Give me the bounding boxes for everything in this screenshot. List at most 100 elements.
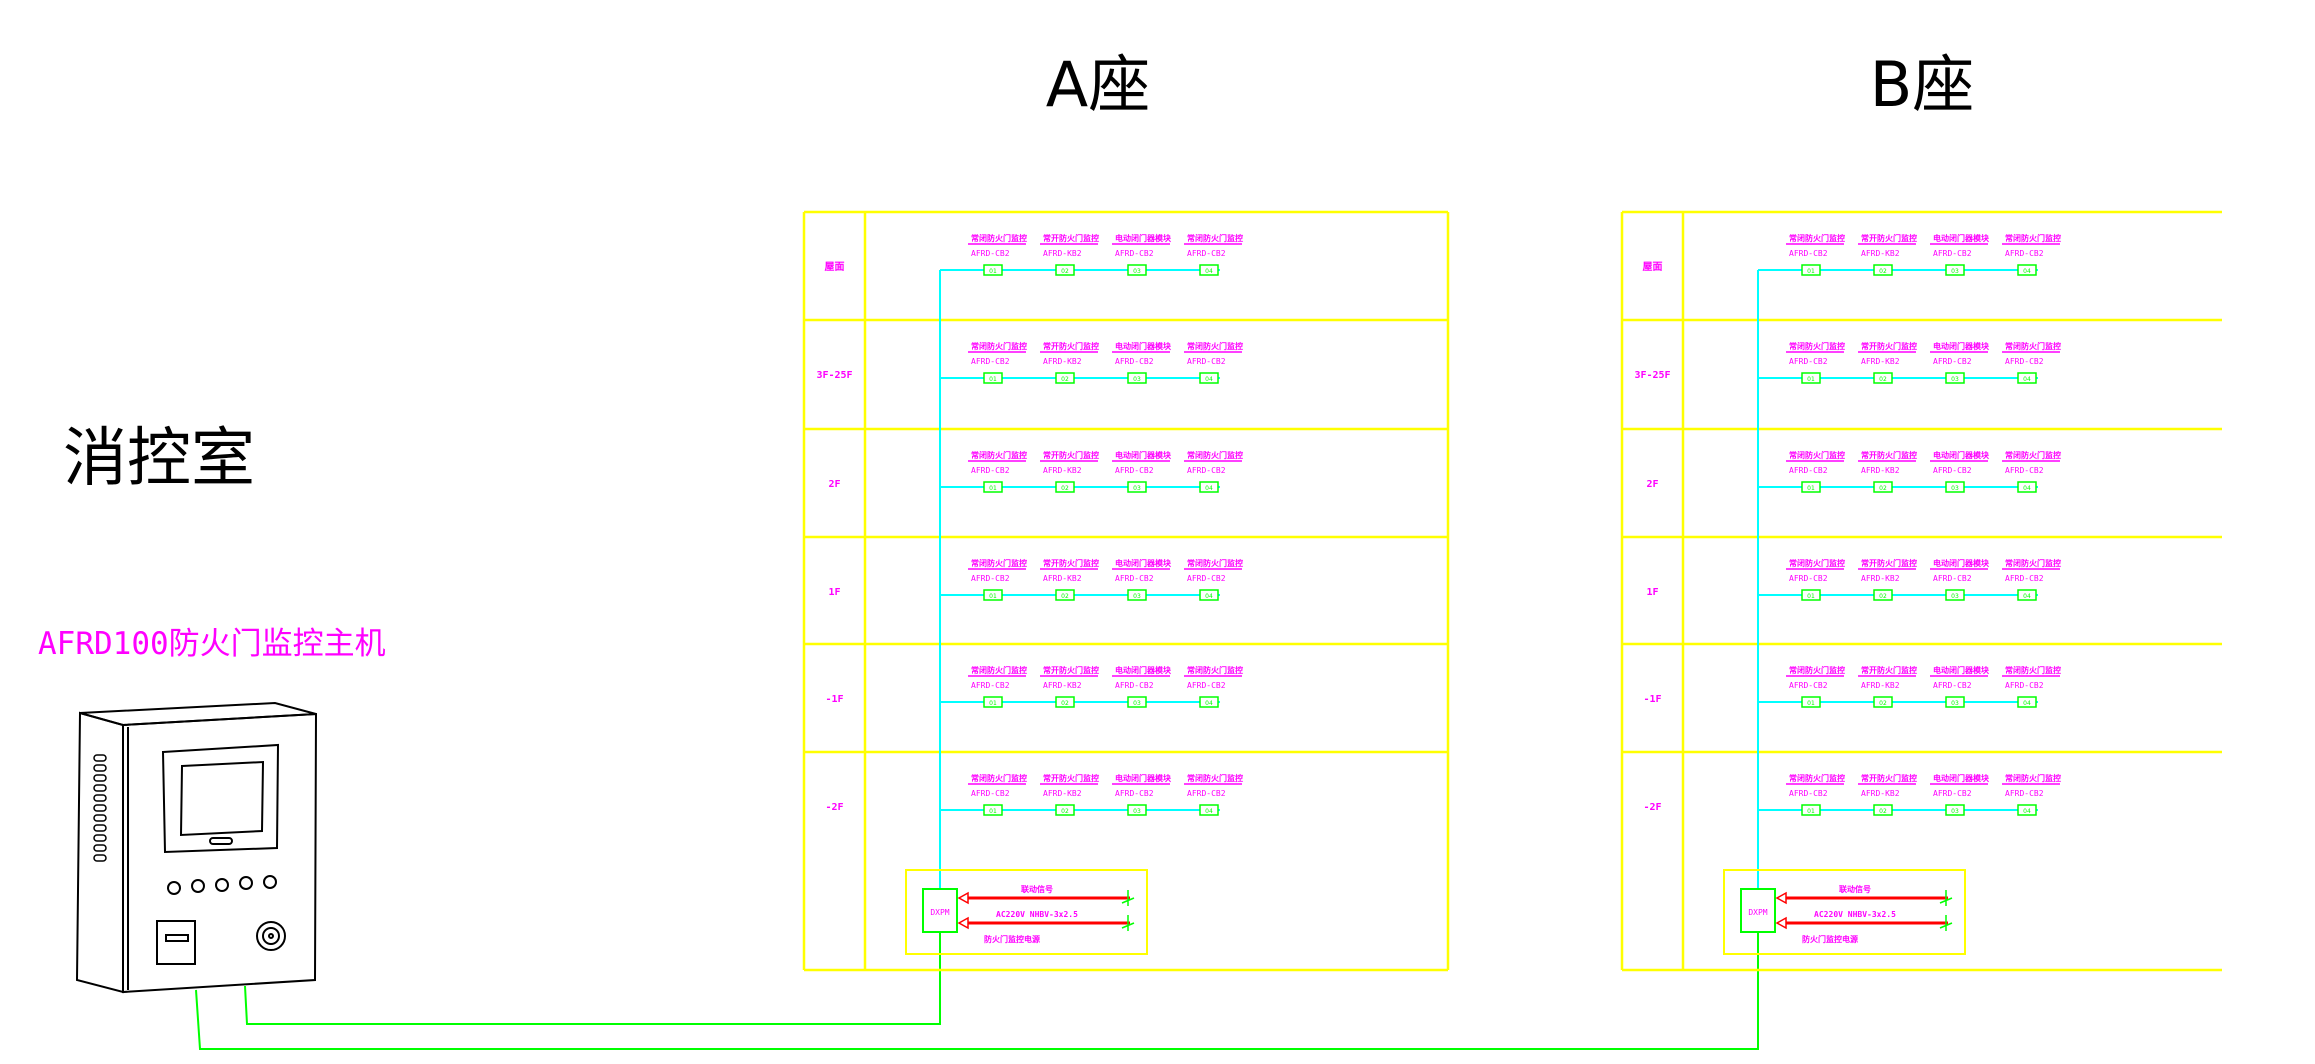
module-model: AFRD-CB2 bbox=[2005, 357, 2044, 366]
door-monitor-module: 常闭防火门监控 AFRD-CB2 04 bbox=[1184, 341, 1243, 384]
module-box bbox=[1199, 696, 1219, 708]
module-name: 常开防火门监控 bbox=[1861, 233, 1917, 243]
module-code: 03 bbox=[1951, 485, 1959, 492]
module-name: 常闭防火门监控 bbox=[2005, 773, 2061, 783]
module-code: 03 bbox=[1133, 268, 1141, 275]
module-name: 常闭防火门监控 bbox=[971, 773, 1027, 783]
monitoring-host-cabinet bbox=[75, 701, 318, 994]
module-code: 02 bbox=[1061, 593, 1069, 600]
module-model: AFRD-CB2 bbox=[1115, 466, 1154, 475]
module-box bbox=[1127, 696, 1147, 708]
module-model: AFRD-CB2 bbox=[1115, 249, 1154, 258]
module-model: AFRD-KB2 bbox=[1043, 574, 1082, 583]
module-box bbox=[1801, 264, 1821, 276]
module-model: AFRD-CB2 bbox=[1789, 789, 1828, 798]
power-module-box bbox=[1740, 888, 1776, 933]
module-model: AFRD-CB2 bbox=[1115, 357, 1154, 366]
module-box bbox=[1055, 589, 1075, 601]
module-code: 02 bbox=[1061, 485, 1069, 492]
control-room-label: 消控室 bbox=[63, 422, 255, 496]
module-model: AFRD-CB2 bbox=[1789, 357, 1828, 366]
module-name: 常闭防火门监控 bbox=[971, 558, 1027, 568]
building-a-riser: 屋面常闭防火门监控AFRD-CB201常开防火门监控AFRD-KB202电动闭门… bbox=[802, 210, 1450, 972]
module-name: 常开防火门监控 bbox=[1043, 665, 1099, 675]
power-section-frame bbox=[1723, 869, 1966, 955]
module-model: AFRD-CB2 bbox=[971, 357, 1010, 366]
door-monitor-module: 常闭防火门监控 AFRD-CB2 01 bbox=[1786, 233, 1845, 276]
module-code: 01 bbox=[989, 808, 997, 815]
module-box bbox=[983, 264, 1003, 276]
module-name: 常闭防火门监控 bbox=[2005, 450, 2061, 460]
module-code: 02 bbox=[1061, 376, 1069, 383]
printer-slot bbox=[156, 920, 196, 965]
door-monitor-module: 常闭防火门监控 AFRD-CB2 01 bbox=[1786, 773, 1845, 816]
floor-label: 3F-25F bbox=[816, 370, 852, 381]
module-model: AFRD-CB2 bbox=[1187, 681, 1226, 690]
module-code: 02 bbox=[1061, 700, 1069, 707]
printer-paper bbox=[165, 934, 189, 942]
module-name: 电动闭门器模块 bbox=[1115, 558, 1172, 568]
building-b-title: B座 bbox=[1870, 48, 1975, 121]
module-model: AFRD-CB2 bbox=[1187, 466, 1226, 475]
module-name: 常开防火门监控 bbox=[1043, 558, 1099, 568]
module-code: 01 bbox=[1807, 268, 1815, 275]
module-model: AFRD-CB2 bbox=[1115, 789, 1154, 798]
module-code: 03 bbox=[1951, 268, 1959, 275]
module-box bbox=[2017, 481, 2037, 493]
floor-row: -1F 常闭防火门监控 AFRD-CB2 01 常开防火门监控 AFRD-KB2 02 电动闭… bbox=[825, 665, 1243, 708]
module-name: 常闭防火门监控 bbox=[1187, 341, 1243, 351]
module-model: AFRD-CB2 bbox=[2005, 789, 2044, 798]
module-name: 常闭防火门监控 bbox=[1789, 450, 1845, 460]
power-cable-label: AC220V NHBV-3x2.5 bbox=[1814, 910, 1896, 919]
module-box bbox=[983, 804, 1003, 816]
module-code: 02 bbox=[1879, 268, 1887, 275]
module-box bbox=[1199, 804, 1219, 816]
floor-row: 屋面 常闭防火门监控 AFRD-CB2 01 常开防火门监控 AFRD-KB2 02 电动闭门… bbox=[1643, 233, 2061, 276]
module-name: 常开防火门监控 bbox=[1861, 665, 1917, 675]
terminal-icon bbox=[1939, 890, 1953, 906]
module-box bbox=[1199, 481, 1219, 493]
module-code: 04 bbox=[1205, 700, 1213, 707]
screen-bezel bbox=[161, 743, 280, 854]
module-model: AFRD-KB2 bbox=[1043, 357, 1082, 366]
module-name: 常闭防火门监控 bbox=[971, 450, 1027, 460]
module-name: 常开防火门监控 bbox=[1043, 341, 1099, 351]
module-name: 常闭防火门监控 bbox=[1789, 773, 1845, 783]
module-box bbox=[983, 589, 1003, 601]
terminal-icon bbox=[1121, 915, 1135, 931]
module-code: 02 bbox=[1061, 268, 1069, 275]
module-box bbox=[1873, 481, 1893, 493]
door-monitor-module: 常闭防火门监控 AFRD-CB2 04 bbox=[2002, 773, 2061, 816]
module-name: 电动闭门器模块 bbox=[1115, 665, 1172, 675]
module-name: 常闭防火门监控 bbox=[2005, 665, 2061, 675]
door-monitor-module: 常闭防火门监控 AFRD-CB2 01 bbox=[1786, 665, 1845, 708]
module-model: AFRD-CB2 bbox=[1115, 574, 1154, 583]
door-monitor-module: 常开防火门监控 AFRD-KB2 02 bbox=[1040, 558, 1099, 601]
module-model: AFRD-CB2 bbox=[1933, 249, 1972, 258]
module-model: AFRD-CB2 bbox=[1115, 681, 1154, 690]
module-name: 电动闭门器模块 bbox=[1933, 558, 1990, 568]
module-code: 04 bbox=[2023, 593, 2031, 600]
module-code: 04 bbox=[1205, 268, 1213, 275]
module-name: 常开防火门监控 bbox=[1861, 450, 1917, 460]
power-supply-section: DXPM 联动信号 AC220V NHBV-3x2.5 防火门监控电源 bbox=[905, 869, 1148, 955]
floor-label: 1F bbox=[828, 587, 840, 598]
module-box bbox=[1945, 481, 1965, 493]
module-box bbox=[1873, 696, 1893, 708]
module-name: 电动闭门器模块 bbox=[1933, 450, 1990, 460]
floor-label: 2F bbox=[828, 479, 840, 490]
door-monitor-module: 常开防火门监控 AFRD-KB2 02 bbox=[1040, 233, 1099, 276]
module-name: 常闭防火门监控 bbox=[1789, 341, 1845, 351]
module-model: AFRD-CB2 bbox=[1187, 574, 1226, 583]
floor-table bbox=[802, 210, 1450, 972]
module-model: AFRD-CB2 bbox=[1933, 681, 1972, 690]
door-monitor-module: 电动闭门器模块 AFRD-CB2 03 bbox=[1930, 665, 1990, 708]
module-box bbox=[983, 696, 1003, 708]
module-model: AFRD-KB2 bbox=[1043, 681, 1082, 690]
power-module-label: DXPM bbox=[1748, 908, 1767, 917]
screen bbox=[179, 760, 265, 837]
door-monitor-module: 常闭防火门监控 AFRD-CB2 01 bbox=[1786, 558, 1845, 601]
door-monitor-module: 常开防火门监控 AFRD-KB2 02 bbox=[1040, 450, 1099, 493]
module-name: 电动闭门器模块 bbox=[1115, 341, 1172, 351]
